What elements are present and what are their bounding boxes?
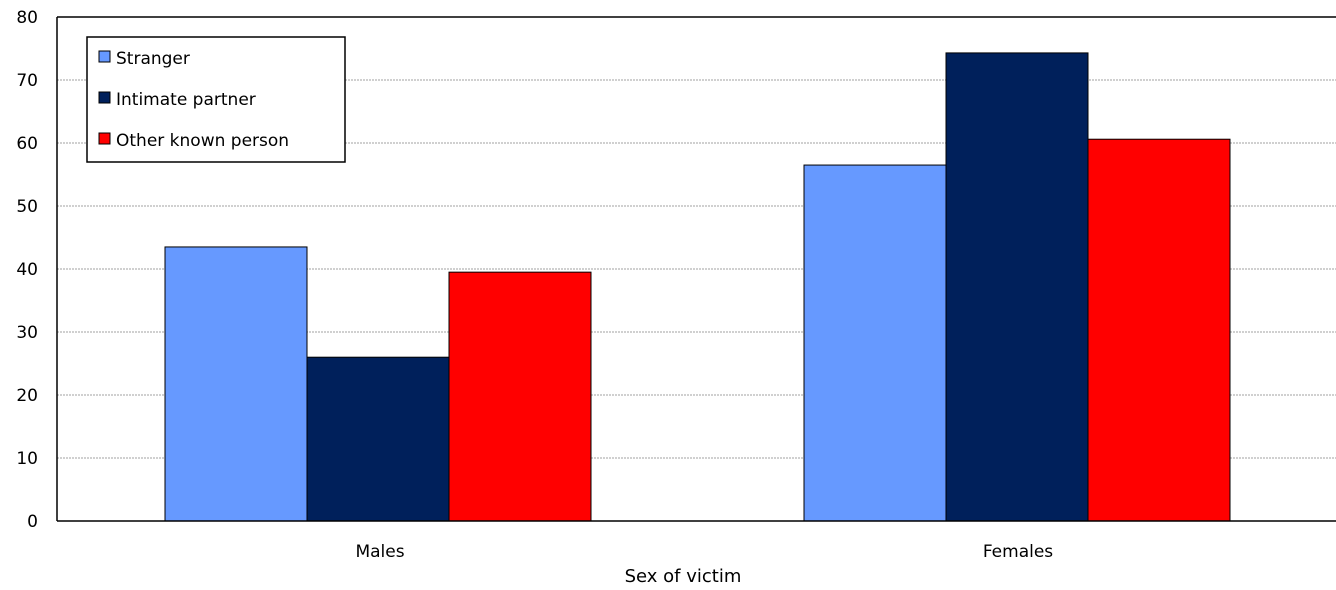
- legend-box: [86, 36, 346, 163]
- legend-swatch: [98, 132, 111, 145]
- legend: Stranger Intimate partner Other known pers…: [86, 36, 346, 163]
- y-tick-label: 10: [16, 449, 38, 469]
- legend-swatch: [98, 50, 111, 63]
- bar-stranger-males: [164, 246, 308, 522]
- y-tick-label: 80: [16, 8, 38, 28]
- y-tick-label: 50: [16, 197, 38, 217]
- legend-label: Other known person: [116, 131, 289, 151]
- y-tick-label: 0: [27, 512, 38, 532]
- x-category-labels: Males Females: [355, 542, 1053, 562]
- x-axis-title: Sex of victim: [625, 566, 742, 586]
- bar-intimate-partner-males: [306, 356, 450, 522]
- y-tick-labels: 0 10 20 30 40 50 60 70 80: [16, 8, 38, 532]
- y-tick-label: 40: [16, 260, 38, 280]
- bar-intimate-partner-females: [945, 52, 1089, 522]
- bar-other-known-person-females: [1087, 138, 1231, 522]
- y-tick-label: 60: [16, 134, 38, 154]
- bars: [164, 52, 1231, 522]
- legend-label: Intimate partner: [116, 90, 256, 110]
- bar-stranger-females: [803, 164, 947, 522]
- x-category-label: Females: [983, 542, 1053, 562]
- legend-label: Stranger: [116, 49, 190, 69]
- legend-swatch: [98, 91, 111, 104]
- x-category-label: Males: [355, 542, 404, 562]
- axes: [56, 16, 1336, 522]
- y-tick-label: 30: [16, 323, 38, 343]
- y-tick-label: 20: [16, 386, 38, 406]
- y-tick-label: 70: [16, 71, 38, 91]
- bar-other-known-person-males: [448, 271, 592, 522]
